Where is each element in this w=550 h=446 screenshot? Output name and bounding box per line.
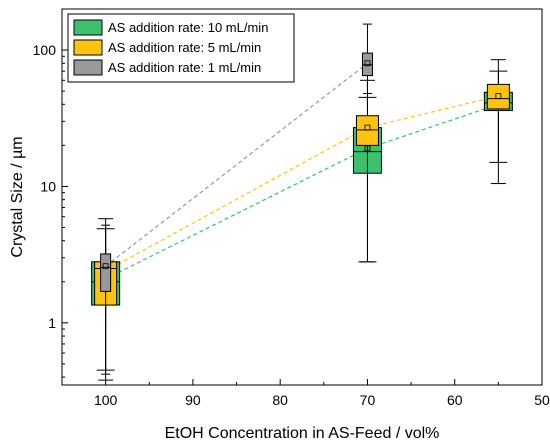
plot-frame bbox=[61, 8, 543, 386]
box-mean-marker bbox=[495, 93, 502, 99]
mean-line-0 bbox=[105, 103, 499, 280]
box-iqr bbox=[100, 253, 112, 292]
legend-swatch-1 bbox=[73, 39, 103, 56]
box-1-2 bbox=[486, 59, 510, 185]
x-tick-label-5: 50 bbox=[534, 392, 550, 408]
mean-line-1 bbox=[105, 95, 499, 272]
legend-label-0: AS addition rate: 10 mL/min bbox=[108, 20, 268, 35]
legend-swatch-0 bbox=[73, 19, 103, 36]
y-axis-title: Crystal Size / µm bbox=[9, 136, 26, 257]
box-mean-marker bbox=[364, 124, 371, 131]
legend-label-1: AS addition rate: 5 mL/min bbox=[108, 40, 261, 55]
box-2-0 bbox=[100, 224, 112, 375]
x-tick-label-1: 90 bbox=[185, 392, 201, 408]
box-iqr bbox=[486, 83, 510, 110]
mean-trend-lines bbox=[105, 62, 499, 280]
legend: AS addition rate: 10 mL/min AS addition r… bbox=[67, 13, 295, 83]
x-tick-label-3: 70 bbox=[360, 392, 376, 408]
x-axis-title: EtOH Concentration in AS-Feed / vol% bbox=[165, 425, 440, 442]
legend-frame bbox=[67, 13, 295, 83]
box-iqr bbox=[355, 115, 379, 146]
x-tick-label-4: 60 bbox=[447, 392, 463, 408]
mean-line-2 bbox=[105, 62, 368, 267]
box-1-1 bbox=[355, 79, 379, 263]
legend-swatch-2 bbox=[73, 59, 103, 76]
box-mean-marker bbox=[364, 60, 371, 67]
x-tick-label-0: 100 bbox=[94, 392, 118, 408]
y-tick-label-2: 100 bbox=[33, 42, 57, 58]
y-tick-label-1: 10 bbox=[40, 178, 56, 194]
x-tick-label-2: 80 bbox=[272, 392, 288, 408]
legend-label-2: AS addition rate: 1 mL/min bbox=[108, 60, 261, 75]
box-groups bbox=[91, 23, 513, 381]
y-tick-label-0: 1 bbox=[48, 315, 56, 331]
box-2-1 bbox=[361, 23, 373, 95]
box-mean-marker bbox=[102, 263, 109, 270]
y-axis: 1 10 100 bbox=[33, 42, 68, 378]
x-axis: 100 90 80 70 60 50 bbox=[94, 379, 550, 408]
